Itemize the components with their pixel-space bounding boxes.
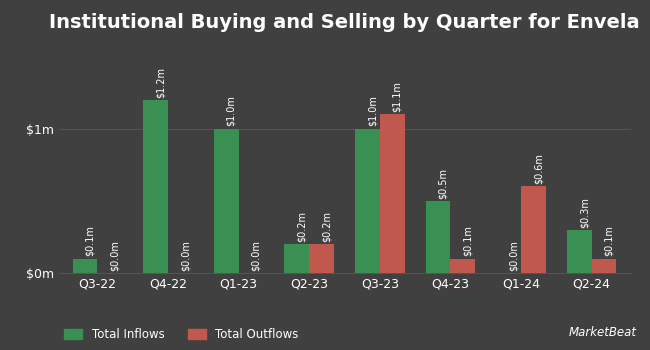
Text: $0.2m: $0.2m <box>297 211 307 242</box>
Text: MarketBeat: MarketBeat <box>569 327 637 340</box>
Text: $0.6m: $0.6m <box>534 153 543 184</box>
Text: $0.0m: $0.0m <box>110 240 120 271</box>
Text: $0.5m: $0.5m <box>438 168 448 199</box>
Bar <box>285 244 309 273</box>
Bar <box>214 129 239 273</box>
Bar <box>355 129 380 273</box>
Text: $1.1m: $1.1m <box>392 81 402 112</box>
Text: $0.0m: $0.0m <box>509 240 519 271</box>
Text: $0.3m: $0.3m <box>579 197 590 228</box>
Text: $0.0m: $0.0m <box>180 240 190 271</box>
Bar <box>521 186 546 273</box>
Text: $0.1m: $0.1m <box>604 225 614 257</box>
Text: $0.1m: $0.1m <box>85 225 95 257</box>
Bar <box>450 259 475 273</box>
Bar <box>592 259 616 273</box>
Text: $1.0m: $1.0m <box>226 96 236 126</box>
Text: $1.2m: $1.2m <box>155 66 166 98</box>
Bar <box>567 230 592 273</box>
Bar <box>380 114 404 273</box>
Bar <box>73 259 98 273</box>
Bar <box>309 244 334 273</box>
Title: Institutional Buying and Selling by Quarter for Envela: Institutional Buying and Selling by Quar… <box>49 13 640 32</box>
Text: $0.2m: $0.2m <box>322 211 332 242</box>
Legend: Total Inflows, Total Outflows: Total Inflows, Total Outflows <box>64 328 298 341</box>
Text: $0.0m: $0.0m <box>251 240 261 271</box>
Bar <box>143 100 168 273</box>
Bar <box>426 201 450 273</box>
Text: $1.0m: $1.0m <box>367 96 378 126</box>
Text: $0.1m: $0.1m <box>463 225 473 257</box>
